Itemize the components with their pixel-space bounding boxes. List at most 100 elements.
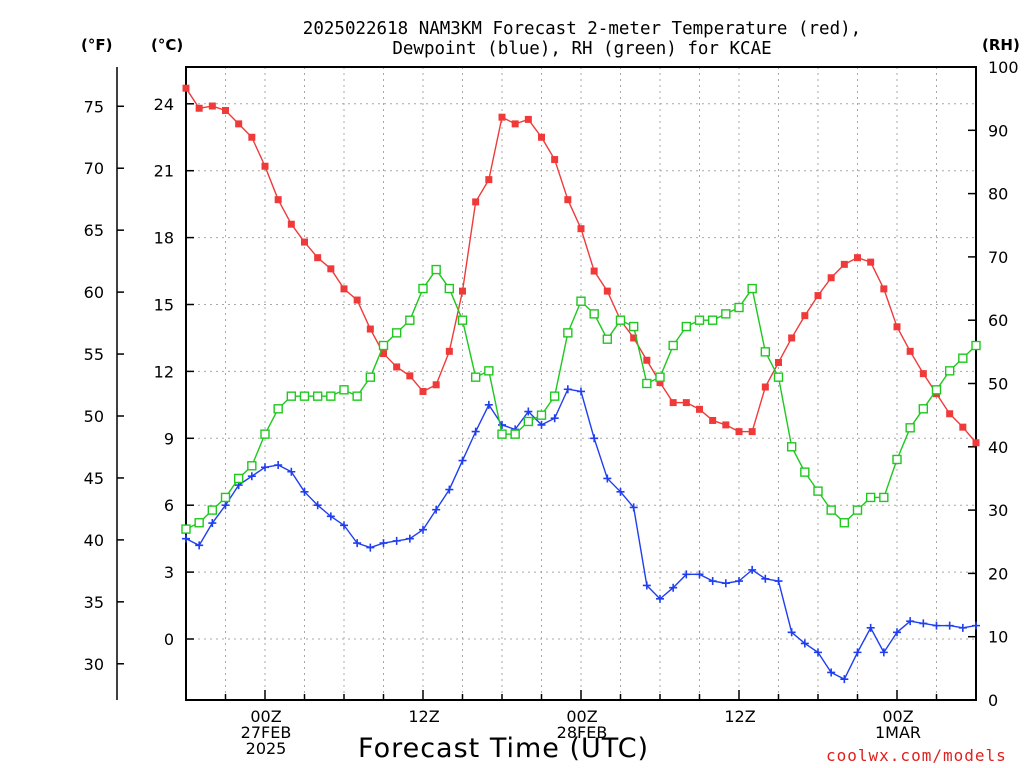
- dewpoint-point: [484, 400, 493, 409]
- temperature-point: [669, 399, 677, 407]
- temperature-point: [327, 265, 335, 273]
- dewpoint-point: [893, 628, 901, 637]
- dewpoint-point: [274, 461, 283, 470]
- temperature-line-segment: [435, 351, 450, 386]
- rh-point: [312, 391, 323, 401]
- dewpoint-point: [353, 539, 362, 548]
- rh-point: [865, 492, 876, 503]
- temperature-point: [353, 296, 361, 304]
- rh-point: [602, 334, 613, 344]
- dewpoint-point: [287, 467, 296, 476]
- temperature-point: [735, 428, 743, 436]
- rh-point: [694, 315, 705, 325]
- celsius-tick-label: 18: [154, 229, 174, 248]
- fahrenheit-tick-label: 30: [84, 655, 104, 674]
- rh-point: [879, 492, 889, 503]
- temperature-point: [893, 323, 901, 331]
- chart-title-line2: Dewpoint (blue), RH (green) for KCAE: [392, 39, 772, 59]
- x-tick-time: 00Z: [882, 707, 914, 726]
- dewpoint-line-segment: [593, 438, 608, 479]
- temperature-point: [538, 133, 545, 141]
- rh-point: [826, 505, 836, 515]
- dewpoint-point: [656, 594, 664, 603]
- rh-point: [971, 340, 981, 351]
- temperature-point: [814, 292, 822, 300]
- rh-point: [839, 518, 850, 528]
- rh-point: [786, 442, 797, 452]
- dewpoint-point: [748, 565, 757, 574]
- fahrenheit-tick-label: 75: [84, 97, 104, 116]
- x-tick-date: 28FEB: [556, 723, 608, 742]
- grid-lines: [186, 67, 976, 700]
- dewpoint-point: [392, 536, 401, 545]
- temperature-point: [432, 381, 440, 389]
- rh-point: [628, 321, 639, 332]
- temperature-point: [788, 334, 796, 342]
- dewpoint-point: [405, 534, 414, 543]
- temperature-point: [261, 162, 269, 170]
- rh-tick-label: 10: [988, 628, 1008, 647]
- temperature-point: [287, 220, 295, 228]
- rh-point: [457, 315, 468, 325]
- dewpoint-line-segment: [883, 631, 898, 653]
- temperature-point: [274, 196, 282, 204]
- x-tick-label-hour-54: 00Z 1MAR: [853, 709, 943, 741]
- temperature-line-segment: [791, 315, 806, 339]
- temperature-point: [248, 133, 256, 141]
- rh-point: [576, 296, 586, 306]
- dewpoint-point: [208, 519, 217, 528]
- rh-point: [405, 315, 415, 325]
- dewpoint-point: [932, 621, 941, 630]
- temperature-point: [972, 439, 980, 447]
- temperature-point: [630, 334, 638, 342]
- rh-tick-label: 80: [988, 185, 1008, 204]
- celsius-tick-label: 21: [154, 162, 174, 181]
- dewpoint-point: [972, 621, 980, 630]
- temperature-point: [485, 176, 493, 184]
- rh-point: [734, 302, 744, 313]
- temperature-line-segment: [554, 159, 569, 200]
- dewpoint-point: [577, 387, 585, 396]
- dewpoint-point: [827, 668, 836, 677]
- rh-axis-label: (RH): [982, 36, 1020, 54]
- dewpoint-line-segment: [251, 466, 266, 477]
- fahrenheit-tick-label: 35: [84, 593, 104, 612]
- dewpoint-point: [840, 675, 849, 684]
- rh-point: [944, 366, 955, 376]
- dewpoint-line-segment: [751, 569, 766, 580]
- celsius-tick-label: 12: [154, 362, 174, 381]
- rh-point: [536, 410, 547, 420]
- dewpoint-line-segment: [185, 538, 200, 546]
- dewpoint-point: [603, 474, 612, 483]
- temperature-point: [380, 350, 387, 358]
- dewpoint-point: [866, 623, 875, 632]
- dewpoint-point: [182, 534, 190, 543]
- temperature-point: [867, 258, 875, 266]
- dewpoint-point: [761, 574, 770, 583]
- rh-line-segment: [553, 332, 569, 397]
- temperature-point: [195, 104, 203, 112]
- temperature-point: [459, 287, 466, 295]
- celsius-tick-label: 15: [154, 296, 174, 315]
- temperature-line-segment: [488, 117, 503, 180]
- dewpoint-point: [563, 385, 572, 394]
- rh-point: [813, 486, 823, 496]
- temperature-line-segment: [883, 288, 898, 328]
- temperature-line-segment: [606, 290, 622, 321]
- dewpoint-line-segment: [461, 431, 477, 461]
- rh-line-segment: [896, 427, 911, 460]
- dewpoint-point: [853, 648, 862, 657]
- x-tick-label-hour-18: 12Z: [379, 709, 469, 725]
- dewpoint-point: [787, 628, 796, 637]
- dewpoint-point: [550, 414, 559, 423]
- dewpoint-point: [221, 501, 230, 510]
- temperature-point: [643, 356, 651, 364]
- dewpoint-point: [945, 621, 954, 630]
- dewpoint-line-segment: [672, 573, 687, 589]
- rh-line-segment: [777, 377, 793, 447]
- rh-point: [681, 321, 692, 332]
- dewpoint-line-segment: [475, 404, 490, 432]
- rh-point: [589, 309, 599, 319]
- chart-title-line1: 2025022618 NAM3KM Forecast 2-meter Tempe…: [302, 19, 862, 39]
- rh-line-segment: [751, 288, 767, 352]
